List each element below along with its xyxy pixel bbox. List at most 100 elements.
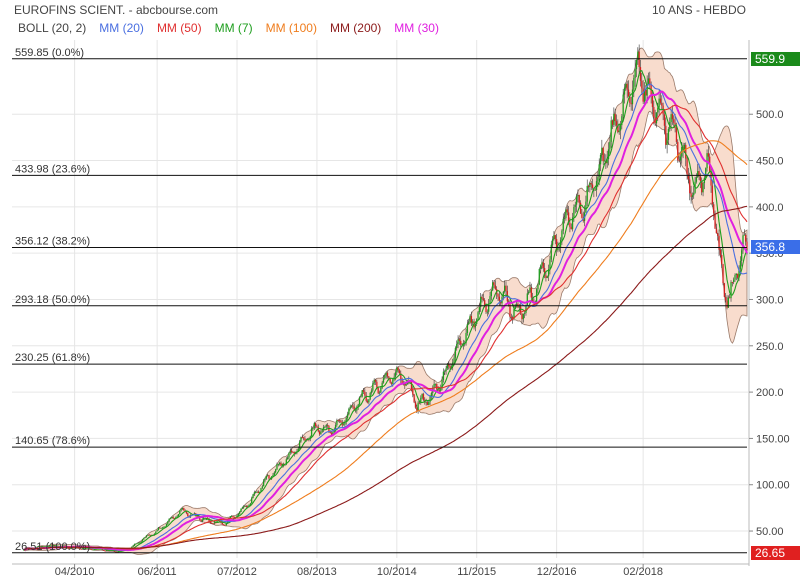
candle-body xyxy=(522,313,524,320)
candle-body xyxy=(51,544,53,546)
candle-body xyxy=(626,83,628,90)
candle-body xyxy=(567,212,570,223)
chart-title: EUROFINS SCIENT. - abcbourse.com xyxy=(14,3,219,17)
candle-body xyxy=(297,448,299,451)
candle-body xyxy=(663,114,666,126)
candle-body xyxy=(610,120,612,142)
candle-body xyxy=(665,125,667,145)
candle-body xyxy=(666,139,668,145)
candle-body xyxy=(200,519,202,522)
candle-body xyxy=(741,250,743,261)
candle-body xyxy=(104,550,106,552)
candle-body xyxy=(259,491,261,494)
y-tick-label: 50.00 xyxy=(756,526,784,538)
x-tick-label: 06/2011 xyxy=(138,566,177,578)
candle-body xyxy=(661,102,663,106)
candle-body xyxy=(420,397,422,403)
candle-body xyxy=(185,511,188,514)
candle-body xyxy=(91,549,93,551)
candle-body xyxy=(380,387,382,393)
candle-body xyxy=(348,408,350,415)
candle-body xyxy=(518,306,520,308)
candle-body xyxy=(731,282,734,283)
candle-body xyxy=(346,414,349,418)
candle-body xyxy=(527,291,530,294)
candle-body xyxy=(224,524,226,526)
candle-body xyxy=(485,305,487,313)
candle-body xyxy=(472,321,474,323)
candle-body xyxy=(490,290,493,297)
candle-body xyxy=(594,190,596,191)
candle-body xyxy=(693,192,695,196)
candle-body xyxy=(322,427,325,431)
x-tick-label: 12/2016 xyxy=(537,566,577,578)
candle-body xyxy=(550,244,552,260)
candle-body xyxy=(727,297,730,308)
candle-body xyxy=(677,141,679,161)
candle-body xyxy=(456,343,458,349)
candle-body xyxy=(537,284,539,290)
candle-body xyxy=(465,332,467,344)
candle-body xyxy=(382,378,385,383)
candle-body xyxy=(578,195,580,203)
x-tick-label: 04/2010 xyxy=(55,566,95,578)
candle-body xyxy=(512,317,514,319)
candle-body xyxy=(135,543,137,545)
candle-body xyxy=(647,78,650,84)
period-label[interactable]: 10 ANS - HEBDO xyxy=(651,3,746,17)
candle-body xyxy=(557,247,559,251)
candle-body xyxy=(484,300,486,306)
candle-body xyxy=(179,510,181,515)
candle-body xyxy=(607,149,610,160)
candle-body xyxy=(81,548,84,550)
candle-body xyxy=(159,527,161,529)
candle-body xyxy=(147,534,149,536)
legend-item: MM (7) xyxy=(214,21,253,35)
candle-body xyxy=(698,171,700,177)
candle-body xyxy=(480,296,482,308)
candle-body xyxy=(157,527,160,531)
candle-body xyxy=(357,404,359,407)
candle-body xyxy=(570,227,572,230)
candle-body xyxy=(723,283,726,297)
candle-body xyxy=(132,545,134,547)
candle-body xyxy=(141,539,144,542)
candle-body xyxy=(314,423,317,427)
y-tick-label: 300.0 xyxy=(756,294,784,306)
candle-body xyxy=(349,406,351,409)
candle-body xyxy=(325,424,327,427)
candle-body xyxy=(630,102,632,105)
candle-body xyxy=(221,522,224,525)
candle-body xyxy=(143,537,145,540)
candle-body xyxy=(631,89,634,105)
candle-body xyxy=(715,228,718,234)
candle-body xyxy=(422,394,425,400)
candle-body xyxy=(719,249,722,255)
candle-body xyxy=(232,515,234,517)
candle-body xyxy=(196,515,198,518)
candle-body xyxy=(115,551,117,553)
candle-body xyxy=(352,405,354,407)
candle-body xyxy=(275,469,277,473)
candle-body xyxy=(256,491,258,493)
candle-body xyxy=(454,348,457,358)
candle-body xyxy=(713,204,715,214)
x-tick-label: 02/2018 xyxy=(623,566,663,578)
candle-body xyxy=(428,401,430,405)
candle-body xyxy=(743,234,745,236)
candle-body xyxy=(559,239,562,248)
candle-body xyxy=(216,520,218,523)
candle-body xyxy=(566,209,568,213)
candle-body xyxy=(342,424,345,426)
candle-body xyxy=(562,218,564,231)
candle-body xyxy=(468,322,470,325)
candle-body xyxy=(458,339,461,341)
candle-body xyxy=(416,407,418,411)
candle-body xyxy=(396,367,398,373)
candle-body xyxy=(398,370,401,374)
candle-body xyxy=(505,285,507,291)
candle-body xyxy=(313,423,315,429)
candle-body xyxy=(133,544,136,546)
candle-body xyxy=(272,474,274,477)
candle-body xyxy=(445,368,447,372)
